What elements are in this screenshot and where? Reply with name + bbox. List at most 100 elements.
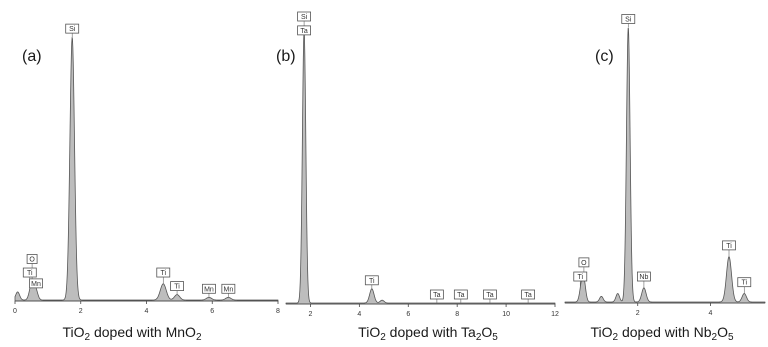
peak-label-text: Mn: [223, 286, 233, 293]
peak-label-box: [65, 23, 80, 34]
peak-label-box: [221, 283, 236, 294]
x-tick-label: 2: [79, 308, 83, 315]
peak-label-text: Mn: [31, 281, 41, 288]
x-tick-label: 4: [357, 311, 361, 318]
peak-label-box: [297, 11, 311, 22]
peak-label-box: [364, 275, 379, 286]
peak-label-ta: Ta: [483, 289, 497, 304]
panel-b-caption-sub2: 2: [476, 332, 482, 343]
x-tick-label: 4: [709, 310, 713, 317]
peak-label-box: [453, 289, 468, 300]
panel-b-label: (b): [276, 48, 296, 65]
panel-b-caption-tail: O: [481, 324, 492, 340]
peak-label-mn: Mn: [202, 283, 216, 298]
peak-label-text: Nb: [639, 274, 648, 281]
peak-label-text: Ta: [433, 292, 441, 299]
panel-b-caption: TiO2 doped with Ta2O5: [358, 324, 498, 343]
peak-label-ti: Ti: [722, 240, 736, 257]
x-tick-label: 12: [551, 311, 559, 318]
peak-label-box: [578, 257, 590, 268]
panel-c-caption-sub2: 2: [712, 332, 718, 343]
panel-a-plot: 0 2 4 6 8 Si O Ti Mn Ti Ti Mn Mn: [13, 23, 280, 315]
panel-b-caption-main: TiO: [358, 324, 380, 340]
peak-label-ta: Ta: [453, 289, 468, 304]
peak-label-box: [637, 271, 651, 282]
panel-c-caption-mid: doped with Nb: [618, 324, 712, 340]
panel-a-caption-sub1: 2: [85, 332, 91, 343]
peak-label-box: [737, 277, 752, 288]
panel-a-label: (a): [22, 48, 42, 65]
peak-label-text: Ti: [741, 280, 747, 287]
peak-label-nb: Nb: [637, 271, 651, 288]
panel-b-plot: 2 4 6 8 10 12 Si Ta Ti Ta Ta Ta Ta: [285, 11, 559, 318]
panel-a-caption-sub2: 2: [196, 332, 202, 343]
peak-label-mn: Mn: [29, 278, 43, 289]
peak-label-ta: Ta: [521, 289, 535, 304]
peak-label-box: [297, 25, 311, 36]
peak-label-text: Mn: [204, 286, 214, 293]
peak-label-ti: Ti: [737, 277, 752, 294]
peak-label-ti: Ti: [156, 267, 171, 284]
peak-label-text: Ta: [524, 292, 532, 299]
peak-label-box: [29, 278, 43, 289]
peak-label-box: [156, 267, 171, 278]
spectrum-1: [14, 37, 279, 302]
panel-b-caption-mid: doped with Ta: [386, 324, 476, 340]
peak-label-text: Ta: [300, 28, 308, 35]
peak-label-text: Ti: [726, 243, 732, 250]
x-tick-label: 0: [13, 308, 17, 315]
panel-c-caption-main: TiO: [590, 324, 612, 340]
peak-label-box: [429, 289, 444, 300]
panel-a-caption-main: TiO: [62, 324, 84, 340]
peak-label-si: Si: [621, 14, 636, 28]
x-tick-label: 10: [502, 311, 510, 318]
peak-label-si: Si: [65, 23, 80, 38]
peak-label-text: Si: [301, 14, 308, 21]
peak-label-ta: Ta: [429, 289, 444, 304]
peak-label-text: Ti: [577, 274, 583, 281]
peak-label-text: Si: [625, 16, 632, 23]
spectrum-3: [564, 27, 766, 304]
x-tick-label: 8: [455, 311, 459, 318]
peak-label-box: [26, 254, 38, 264]
x-tick-label: 8: [276, 308, 280, 315]
panel-c-caption-sub1: 2: [613, 332, 619, 343]
peak-label-box: [722, 240, 736, 251]
peak-label-text: Ti: [160, 270, 166, 277]
peak-label-text: O: [29, 256, 35, 263]
x-tick-label: 6: [210, 308, 214, 315]
peak-label-box: [170, 281, 184, 291]
panel-b-caption-sub1: 2: [380, 332, 386, 343]
peak-label-box: [521, 289, 535, 300]
x-tick-label: 2: [636, 310, 640, 317]
peak-label-text: Ta: [486, 292, 494, 299]
peak-label-text: Ta: [457, 292, 465, 299]
peak-label-text: O: [581, 260, 587, 267]
peak-label-text: Ti: [369, 278, 375, 285]
panel-a-caption: TiO2 doped with MnO2: [62, 324, 201, 343]
peak-label-text: Ti: [27, 270, 33, 277]
peak-label-text: Ti: [174, 284, 180, 291]
peak-label-box: [621, 14, 636, 24]
peak-label-ti: Ti: [573, 271, 588, 288]
peak-label-box: [573, 271, 588, 282]
panel-a-caption-mid: doped with MnO: [90, 324, 196, 340]
x-tick-label: 2: [309, 311, 313, 318]
peak-label-ti: Ti: [170, 281, 184, 295]
peak-label-box: [22, 267, 37, 278]
peak-label-mn: Mn: [221, 283, 236, 298]
panel-c-label: (c): [595, 48, 614, 65]
peak-label-ta: Ta: [297, 25, 311, 36]
x-tick-label: 4: [145, 308, 149, 315]
panel-c-caption-tail: O: [717, 324, 728, 340]
x-tick-label: 6: [406, 311, 410, 318]
panel-b-caption-sub3: 5: [492, 332, 498, 343]
panel-c-caption-sub3: 5: [728, 332, 734, 343]
peak-label-box: [202, 283, 216, 294]
peak-label-text: Si: [69, 26, 76, 33]
panel-c-plot: 2 4 Si O Ti Nb Ti Ti: [564, 14, 766, 317]
